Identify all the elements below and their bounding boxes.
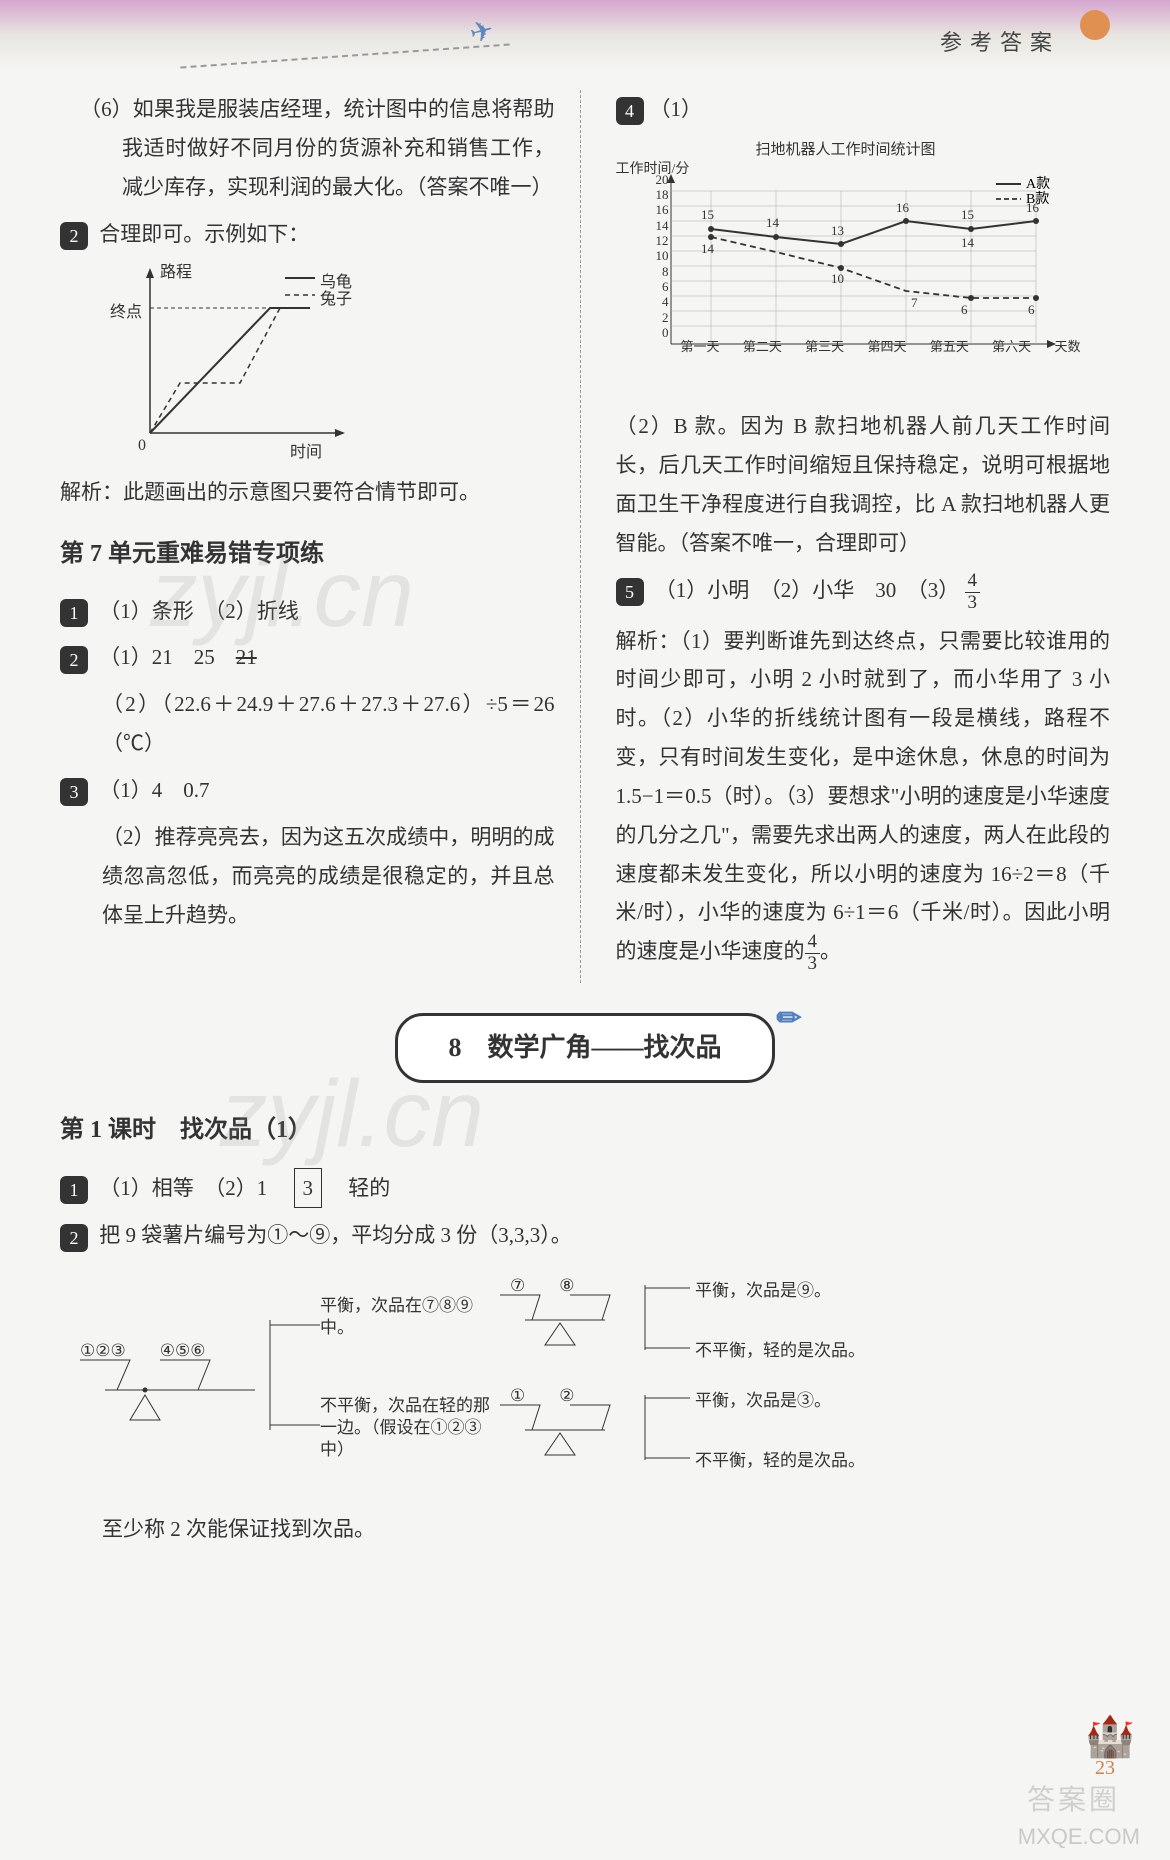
q2-intro: 2 合理即可。示例如下： <box>60 215 555 254</box>
chapter-title-text: 8 数学广角——找次品 <box>448 1033 721 1062</box>
xt3: 第四天 <box>867 335 906 359</box>
two-column-content: （6）如果我是服装店经理，统计图中的信息将帮助我适时做好不同月份的货源补充和销售… <box>0 70 1170 983</box>
svg-text:13: 13 <box>831 223 844 238</box>
ch8-q1-text: （1）相等 （2）1 <box>99 1176 288 1200</box>
yticks: 20181614121086420 <box>651 172 669 340</box>
svg-text:14: 14 <box>961 235 975 250</box>
svg-text:6: 6 <box>1028 302 1035 317</box>
ch8-q1-box: 3 <box>294 1168 323 1209</box>
s7-q2a-text: （1）21 25 <box>99 645 236 669</box>
q4-intro: 4（1） <box>616 90 1111 129</box>
page-header: ✈ 参考答案 <box>0 0 1170 70</box>
left-column: （6）如果我是服装店经理，统计图中的信息将帮助我适时做好不同月份的货源补充和销售… <box>60 90 581 983</box>
badge-5: 5 <box>616 578 644 606</box>
ylabel: 路程 <box>160 258 192 288</box>
s7-q3b: （2）推荐亮亮去，因为这五次成绩中，明明的成绩忽高忽低，而亮亮的成绩是很稳定的，… <box>60 818 555 935</box>
bottom-section: 8 数学广角——找次品 ✏ 第 1 课时 找次品（1） 1 （1）相等 （2）1… <box>0 1013 1170 1549</box>
header-badge-icon <box>1080 10 1110 40</box>
header-title: 参考答案 <box>940 25 1060 57</box>
endpoint-label: 终点 <box>110 298 142 328</box>
section7-title: 第 7 单元重难易错专项练 <box>60 532 555 576</box>
svg-text:10: 10 <box>831 271 844 286</box>
xt0: 第一天 <box>681 335 720 359</box>
frac-4-3: 43 <box>965 571 981 614</box>
svg-text:14: 14 <box>766 215 780 230</box>
pencil-icon: ✏ <box>776 991 801 1047</box>
q2-intro-text: 合理即可。示例如下： <box>99 222 309 246</box>
q6-text: （6）如果我是服装店经理，统计图中的信息将帮助我适时做好不同月份的货源补充和销售… <box>60 90 555 207</box>
lesson-title: 第 1 课时 找次品（1） <box>60 1108 1110 1152</box>
frac-d: 3 <box>965 593 981 614</box>
ch8-q1-tail: 轻的 <box>327 1176 390 1200</box>
q5-analysis-text: 解析：（1）要判断谁先到达终点，只需要比较谁用的时间少即可，小明 2 小时就到了… <box>616 629 1111 964</box>
left-cups: ①②③ ④⑤⑥ <box>80 1335 205 1366</box>
unbalanced1: 不平衡，次品在轻的那一边。（假设在①②③中） <box>320 1395 500 1461</box>
badge-2c: 2 <box>60 1224 88 1252</box>
right-top-bal: 平衡，次品是⑨。 <box>695 1275 831 1306</box>
right-bot-unbal: 不平衡，轻的是次品。 <box>695 1445 865 1476</box>
s7-q3a-text: （1）4 0.7 <box>99 778 209 802</box>
svg-text:7: 7 <box>911 295 918 310</box>
s7-q3a: 3 （1）4 0.7 <box>60 771 555 810</box>
footer-url: MXQE.COM <box>1018 1824 1140 1850</box>
frac-n: 4 <box>965 571 981 593</box>
graph-analysis: 解析：此题画出的示意图只要符合情节即可。 <box>60 473 555 512</box>
badge-3: 3 <box>60 778 88 806</box>
q4-2-text: （2）B 款。因为 B 款扫地机器人前几天工作时间长，后几天工作时间缩短且保持稳… <box>616 407 1111 562</box>
s7-q2a: 2 （1）21 25 21 <box>60 638 555 677</box>
chapter-banner: 8 数学广角——找次品 ✏ <box>60 1013 1110 1083</box>
svg-text:B款: B款 <box>1026 191 1049 207</box>
badge-2b: 2 <box>60 646 88 674</box>
legend-rabbit: 兔子 <box>320 285 352 315</box>
ch8-q2-intro: 2 把 9 袋薯片编号为①～⑨，平均分成 3 份（3,3,3）。 <box>60 1216 1110 1255</box>
xt4: 第五天 <box>930 335 969 359</box>
dashed-line <box>180 43 509 68</box>
frac-d2: 3 <box>805 954 821 975</box>
xt6: 天数 <box>1054 335 1080 359</box>
page-number: 23 <box>1095 1757 1115 1780</box>
s7-q1: 1 （1）条形 （2）折线 <box>60 592 555 631</box>
xlabel: 时间 <box>290 438 322 468</box>
right-bot-bal: 平衡，次品是③。 <box>695 1385 831 1416</box>
badge-2: 2 <box>60 222 88 250</box>
svg-text:14: 14 <box>701 241 715 256</box>
balanced1: 平衡，次品在⑦⑧⑨中。 <box>320 1295 500 1339</box>
ch8-q2-intro-text: 把 9 袋薯片编号为①～⑨，平均分成 3 份（3,3,3）。 <box>99 1223 572 1247</box>
svg-text:15: 15 <box>701 207 714 222</box>
svg-text:6: 6 <box>961 302 968 317</box>
badge-1: 1 <box>60 599 88 627</box>
xt2: 第三天 <box>805 335 844 359</box>
balance-diagram: ①②③ ④⑤⑥ 平衡，次品在⑦⑧⑨中。 不平衡，次品在轻的那一边。（假设在①②③… <box>70 1270 1070 1500</box>
q5-1-text: （1）小明 （2）小华 30 （3） <box>655 578 960 602</box>
q5-1: 5 （1）小明 （2）小华 30 （3） 43 <box>616 571 1111 614</box>
s7-q2b: （2）（22.6＋24.9＋27.6＋27.3＋27.6）÷5＝26（℃） <box>60 685 555 763</box>
xticks: 第一天 第二天 第三天 第四天 第五天 第六天 天数 <box>681 335 1081 359</box>
tortoise-hare-graph: 路程 终点 乌龟 兔子 0 时间 <box>110 263 370 463</box>
frac-n2: 4 <box>805 932 821 954</box>
badge-4: 4 <box>616 97 644 125</box>
badge-1c: 1 <box>60 1176 88 1204</box>
castle-icon: 🏰 <box>1085 1713 1135 1760</box>
s7-q1-text: （1）条形 （2）折线 <box>99 599 299 623</box>
right-column: 4（1） 扫地机器人工作时间统计图 <box>611 90 1111 983</box>
svg-text:A款: A款 <box>1026 176 1050 192</box>
conclusion: 至少称 2 次能保证找到次品。 <box>60 1510 1110 1549</box>
ch8-q1: 1 （1）相等 （2）1 3 轻的 <box>60 1168 1110 1209</box>
robot-chart: 扫地机器人工作时间统计图 <box>616 137 1076 380</box>
xt1: 第二天 <box>743 335 782 359</box>
right-bot-cups: ① ② <box>510 1380 574 1411</box>
svg-text:15: 15 <box>961 207 974 222</box>
origin: 0 <box>138 431 146 461</box>
xt5: 第六天 <box>992 335 1031 359</box>
footer-stamp: 答案圈 <box>1027 1778 1120 1818</box>
q5-analysis: 解析：（1）要判断谁先到达终点，只需要比较谁用的时间少即可，小明 2 小时就到了… <box>616 622 1111 976</box>
frac-4-3-end: 43 <box>805 932 821 975</box>
chapter-title: 8 数学广角——找次品 ✏ <box>395 1013 774 1083</box>
svg-text:16: 16 <box>896 200 910 215</box>
right-top-cups: ⑦ ⑧ <box>510 1270 574 1301</box>
s7-q2a-strike: 21 <box>236 645 257 669</box>
right-top-unbal: 不平衡，轻的是次品。 <box>695 1335 865 1366</box>
